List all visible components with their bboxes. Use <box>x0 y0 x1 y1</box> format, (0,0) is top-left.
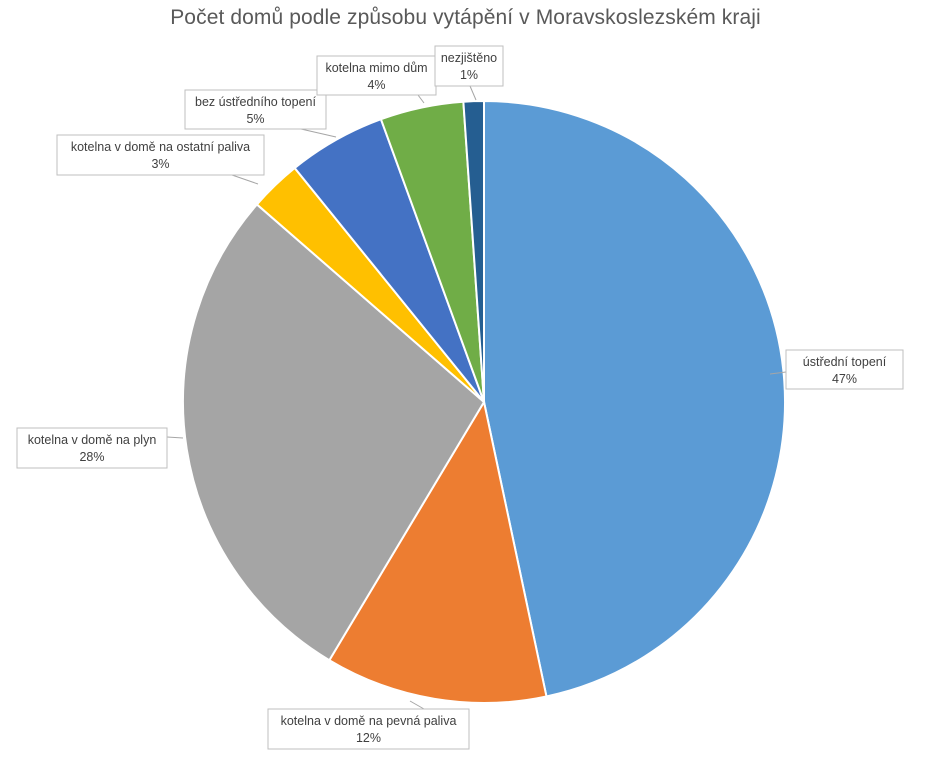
data-label-kotelna-mimo-dum: kotelna mimo dům 4% <box>316 55 437 96</box>
data-labels: ústřední topení 47% kotelna v domě na pevn… <box>16 45 904 750</box>
leader-line-kotelna-mimo-dum <box>417 94 425 104</box>
data-label-category: kotelna v domě na ostatní paliva <box>71 140 250 154</box>
data-label-kotelna-v-dome-na-plyn: kotelna v domě na plyn 28% <box>16 427 168 469</box>
leader-line-nezjisteno <box>469 85 477 101</box>
data-label-kotelna-v-dome-na-ostatni-paliva: kotelna v domě na ostatní paliva 3% <box>56 134 265 176</box>
data-label-box <box>16 427 168 469</box>
data-label-nezjisteno: nezjištěno 1% <box>434 45 504 87</box>
data-label-box <box>316 55 437 96</box>
label-leader-lines <box>166 85 787 710</box>
data-label-box <box>184 89 327 130</box>
data-label-category: nezjištěno <box>441 51 497 65</box>
data-label-percentage: 4% <box>367 78 385 92</box>
data-label-category: kotelna v domě na plyn <box>28 433 157 447</box>
chart-title: Počet domů podle způsobu vytápění v Mora… <box>170 6 761 29</box>
data-label-box <box>434 45 504 87</box>
data-label-category: kotelna mimo dům <box>325 61 427 75</box>
data-label-percentage: 3% <box>151 157 169 171</box>
data-label-percentage: 5% <box>246 112 264 126</box>
pie-slice-nezjisteno <box>462 99 485 403</box>
data-label-box <box>267 708 470 750</box>
data-label-box <box>785 349 904 390</box>
data-label-percentage: 47% <box>832 372 857 386</box>
leader-line-kotelna-v-dome-na-plyn <box>166 436 184 439</box>
pie-slice-ustredni-topeni <box>483 99 786 698</box>
leader-line-ustredni-topeni <box>769 371 787 375</box>
data-label-percentage: 28% <box>79 450 104 464</box>
data-label-category: kotelna v domě na pevná paliva <box>281 714 457 728</box>
pie-slice-kotelna-v-dome-na-pevna-paliva <box>327 399 548 704</box>
data-label-ustredni-topeni: ústřední topení 47% <box>785 349 904 390</box>
data-label-category: bez ústředního topení <box>195 95 316 109</box>
pie-slice-kotelna-v-dome-na-plyn <box>182 203 486 662</box>
pie-slices <box>182 99 786 704</box>
data-label-percentage: 12% <box>356 731 381 745</box>
data-label-percentage: 1% <box>460 68 478 82</box>
data-label-bez-ustredniho-topeni: bez ústředního topení 5% <box>184 89 327 130</box>
data-label-box <box>56 134 265 176</box>
leader-line-kotelna-v-dome-na-pevna-paliva <box>409 700 425 710</box>
leader-line-kotelna-v-dome-na-ostatni-paliva <box>231 174 259 185</box>
leader-line-bez-ustredniho-topeni <box>300 128 337 138</box>
data-label-kotelna-v-dome-na-pevna-paliva: kotelna v domě na pevná paliva 12% <box>267 708 470 750</box>
data-label-category: ústřední topení <box>803 355 887 369</box>
